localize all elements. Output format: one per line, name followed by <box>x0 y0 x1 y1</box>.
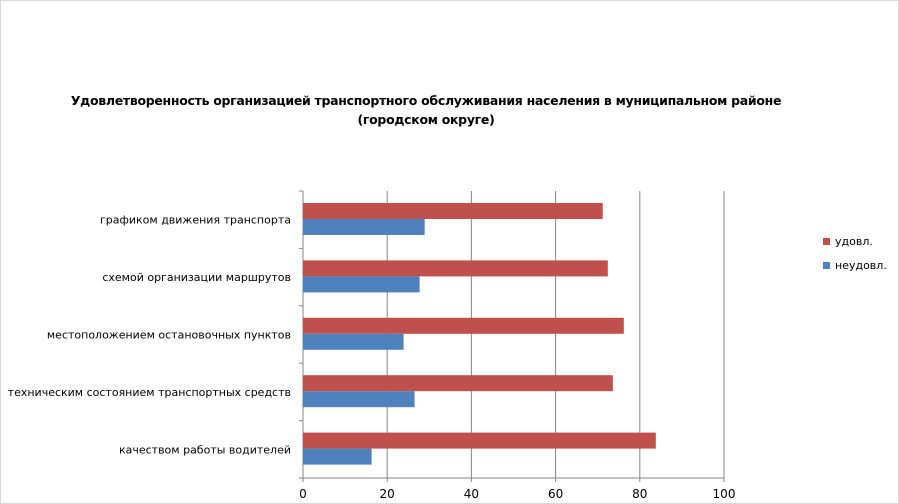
legend-swatch <box>823 262 830 269</box>
category-label: качеством работы водителей <box>119 443 291 456</box>
chart-title-line1: Удовлетворенность организацией транспорт… <box>70 93 782 108</box>
category-label: графиком движения транспорта <box>100 214 291 227</box>
category-label: местоположением остановочных пунктов <box>47 329 291 342</box>
legend-item-satisfied: удовл. <box>823 235 873 248</box>
bar-satisfied <box>303 317 624 334</box>
category-label: схемой организации маршрутов <box>102 271 291 284</box>
legend-label: удовл. <box>835 235 873 248</box>
bar-unsatisfied <box>303 276 420 293</box>
x-tick-label: 60 <box>548 487 563 501</box>
legend-label: неудовл. <box>835 259 887 272</box>
x-tick-label: 20 <box>380 487 395 501</box>
category-label: техническим состоянием транспортных сред… <box>8 386 291 399</box>
x-tick-label: 40 <box>464 487 479 501</box>
bar-unsatisfied <box>303 448 372 465</box>
bar-unsatisfied <box>303 333 404 350</box>
x-tick-label: 100 <box>713 487 736 501</box>
bar-satisfied <box>303 260 608 277</box>
bar-satisfied <box>303 375 613 392</box>
chart-title: Удовлетворенность организацией транспорт… <box>61 91 791 129</box>
bar-satisfied <box>303 203 603 219</box>
bar-satisfied <box>303 432 656 449</box>
legend-item-unsatisfied: неудовл. <box>823 259 887 272</box>
bar-unsatisfied <box>303 219 425 235</box>
bar-unsatisfied <box>303 391 415 408</box>
chart-title-line2: (городском округе) <box>357 112 495 127</box>
x-tick-label: 80 <box>632 487 647 501</box>
legend-swatch <box>823 238 830 245</box>
x-tick-label: 0 <box>299 487 307 501</box>
